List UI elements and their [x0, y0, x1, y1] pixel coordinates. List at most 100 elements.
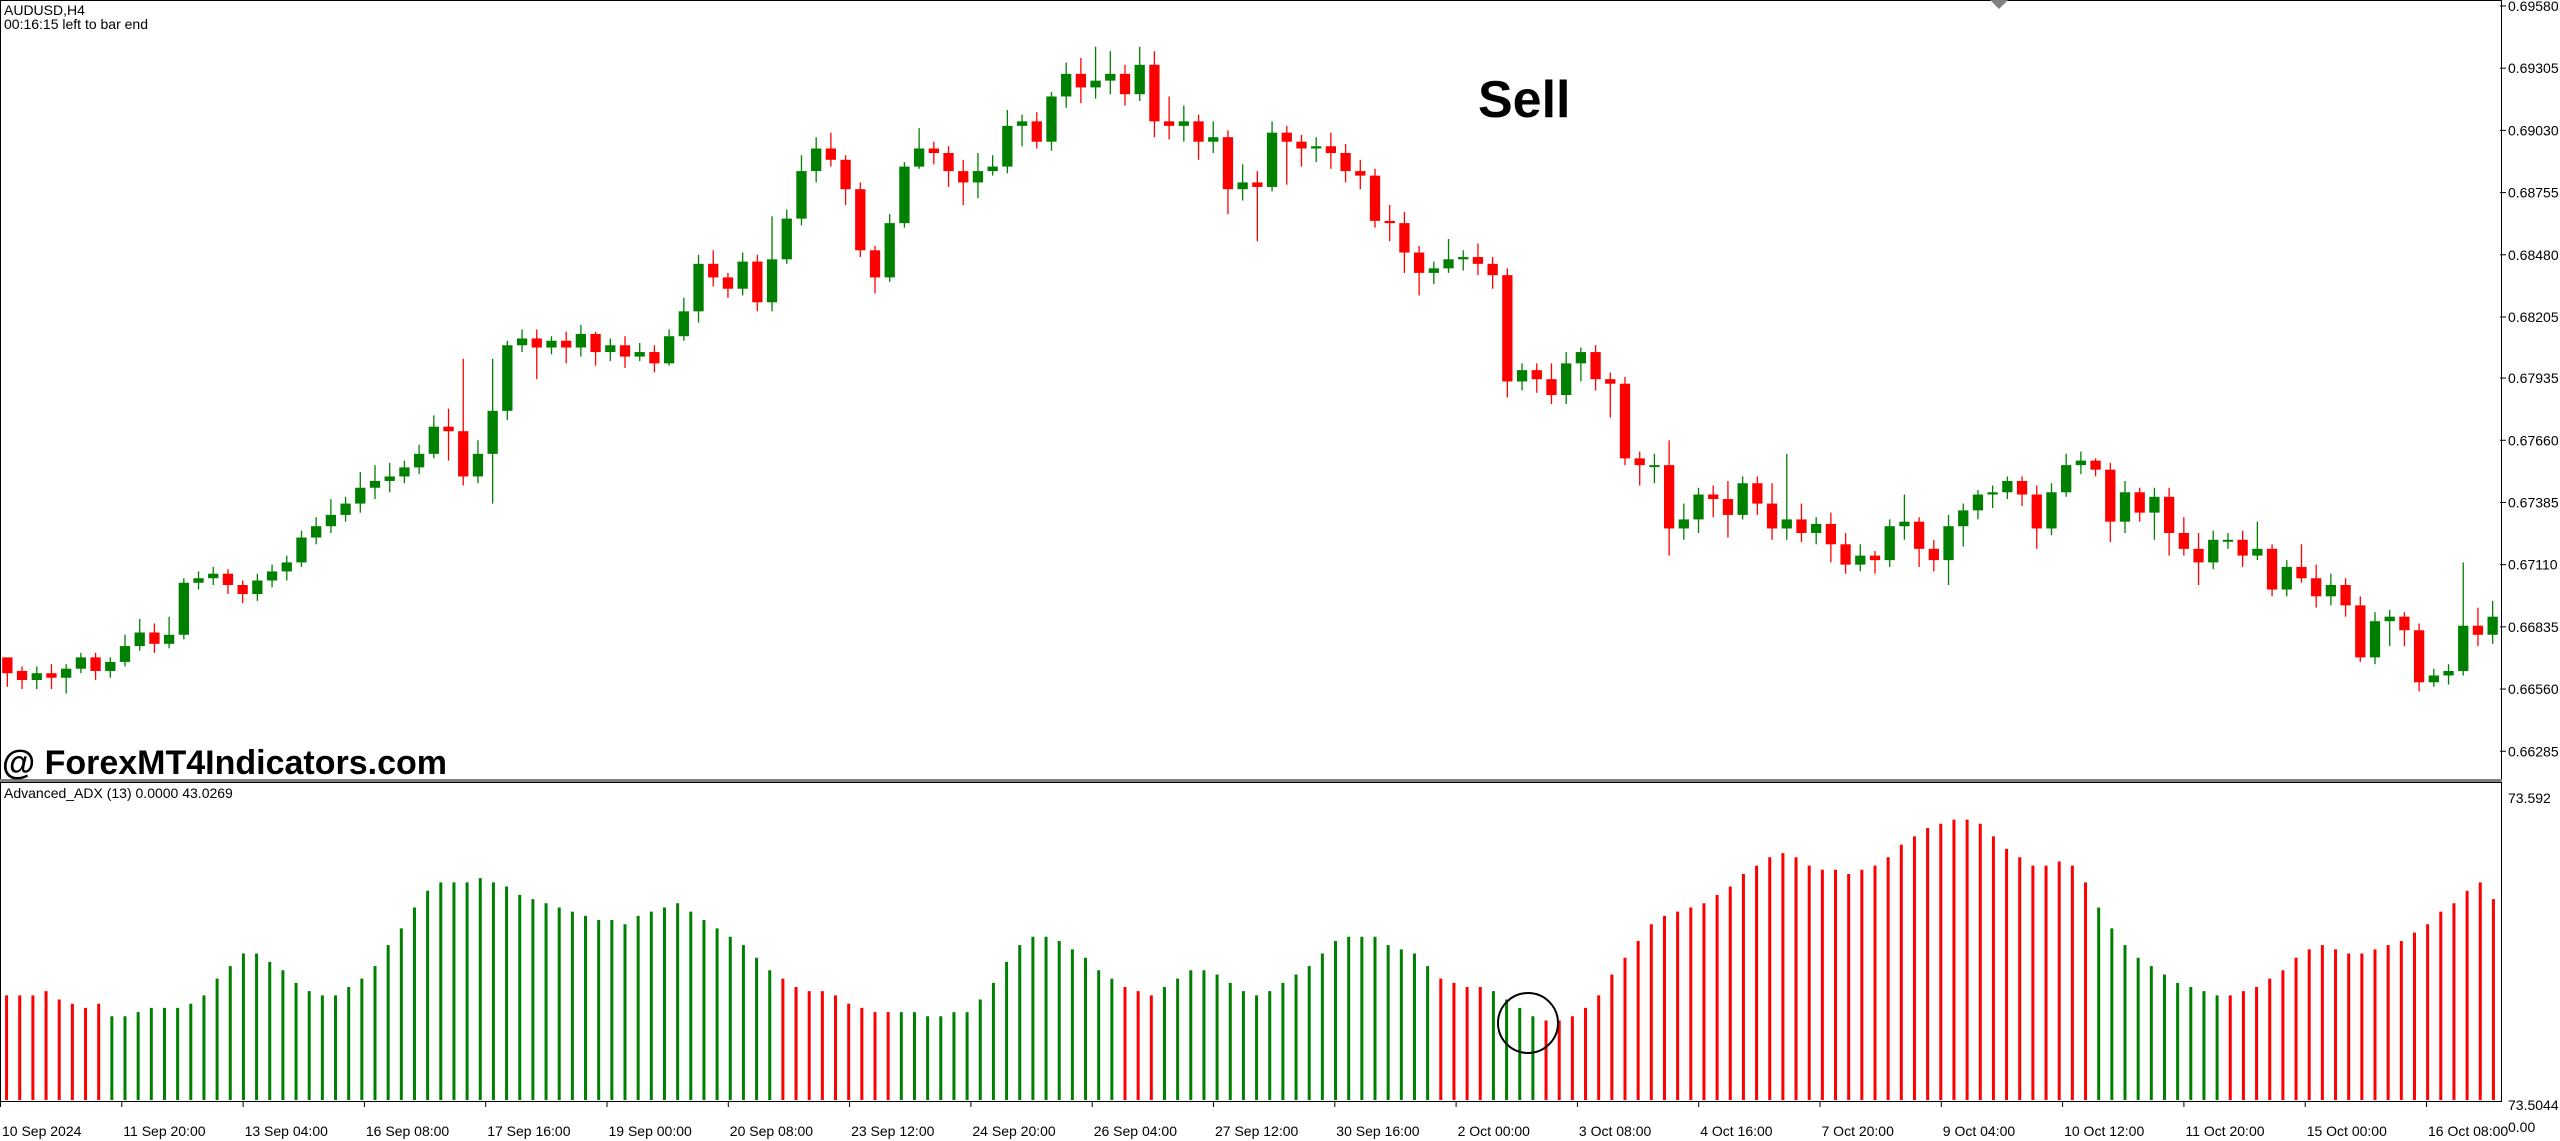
candle: [1546, 363, 1557, 405]
price-tick-label: 0.67110: [2508, 557, 2558, 573]
candle: [413, 444, 425, 475]
candle: [134, 618, 145, 651]
candle: [1002, 110, 1013, 174]
candle: [2252, 521, 2263, 561]
candle-body: [1178, 121, 1189, 126]
candle-body: [840, 159, 851, 190]
candle: [325, 499, 337, 533]
candle: [722, 272, 734, 298]
candle: [2163, 487, 2175, 556]
candle-body: [958, 171, 969, 183]
candle: [1090, 46, 1101, 99]
candle-body: [546, 340, 557, 348]
candle: [2149, 487, 2160, 540]
time-axis: 10 Sep 2024 11 Sep 20:00 13 Sep 04:00 16 Se…: [0, 1101, 2508, 1139]
candle-body: [2134, 492, 2145, 513]
time-tick-label: 10 Sep 2024: [2, 1123, 82, 1139]
candle-body: [1281, 132, 1292, 142]
candle: [1016, 114, 1028, 147]
candle-body: [2061, 465, 2072, 493]
candle-body: [1766, 503, 1778, 529]
candle-body: [1325, 146, 1337, 154]
candle-body: [296, 537, 307, 563]
candle-body: [355, 487, 366, 504]
price-tick-label: 0.66560: [2508, 681, 2559, 697]
candle-body: [2193, 548, 2204, 563]
candle: [2193, 532, 2204, 586]
price-tick-label: 0.67935: [2508, 370, 2559, 386]
candle: [178, 578, 189, 640]
price-tick-label: 0.66835: [2508, 619, 2559, 635]
candle-body: [1384, 220, 1395, 224]
candle-body: [2178, 532, 2189, 549]
candle: [149, 623, 160, 653]
candle-body: [1443, 259, 1454, 269]
candle: [340, 496, 351, 522]
indicator-panel-frame: [0, 782, 2502, 1102]
chart-shift-marker-icon[interactable]: [1990, 0, 2008, 9]
candle-body: [428, 426, 439, 454]
candle: [502, 340, 513, 420]
candle: [1075, 58, 1087, 104]
candle: [884, 214, 895, 282]
candle-body: [913, 148, 925, 167]
candle-body: [2355, 605, 2366, 658]
candle: [2399, 612, 2410, 647]
candle-body: [413, 453, 425, 468]
candle-body: [2105, 469, 2116, 522]
candle: [2340, 578, 2351, 617]
candle-body: [1075, 73, 1087, 88]
candle-body: [2252, 548, 2263, 556]
time-tick-label: 11 Oct 20:00: [2185, 1123, 2264, 1139]
price-tick-label: 0.68755: [2508, 185, 2559, 201]
candle: [1384, 205, 1395, 242]
candle: [1443, 238, 1454, 273]
candle-body: [222, 573, 234, 586]
candle-body: [2325, 585, 2337, 597]
candle: [1119, 64, 1131, 106]
candle: [2090, 458, 2101, 477]
watermark: @ ForexMT4Indicators.com: [2, 744, 447, 782]
candle-body: [1413, 252, 1425, 273]
candle: [516, 329, 528, 353]
candle-body: [693, 263, 704, 312]
candle: [355, 471, 366, 513]
candle: [2222, 532, 2234, 549]
candle-body: [1678, 519, 1689, 529]
candle: [1031, 112, 1042, 149]
candle: [1531, 363, 1542, 393]
candle: [1987, 485, 1998, 509]
candle: [1605, 372, 1616, 418]
candle: [1428, 261, 1439, 285]
candle: [237, 580, 248, 604]
candle: [1825, 512, 1837, 563]
candle: [1590, 345, 1601, 391]
adx-histogram: [5, 819, 2495, 1100]
candle-body: [1722, 499, 1734, 515]
candle: [281, 555, 292, 581]
candle-body: [575, 333, 587, 348]
candle-body: [1266, 132, 1278, 187]
candle: [840, 155, 851, 206]
candle: [2458, 562, 2469, 676]
candle: [1663, 440, 1675, 556]
candle: [1325, 132, 1337, 169]
candle-body: [1561, 363, 1572, 396]
candle: [1355, 159, 1366, 190]
candle-body: [561, 340, 572, 348]
candle: [899, 162, 910, 228]
candle-body: [1222, 137, 1234, 190]
candle-body: [1134, 64, 1145, 95]
candle: [2134, 487, 2145, 522]
candle: [1399, 211, 1410, 273]
candle-body: [487, 410, 498, 454]
candle: [781, 209, 792, 264]
candle: [1266, 121, 1278, 192]
candle-body: [163, 634, 175, 644]
candle: [972, 153, 984, 199]
candle: [987, 155, 998, 176]
candle: [2296, 544, 2307, 583]
candle-body: [1781, 519, 1792, 529]
candle-body: [1031, 121, 1042, 142]
